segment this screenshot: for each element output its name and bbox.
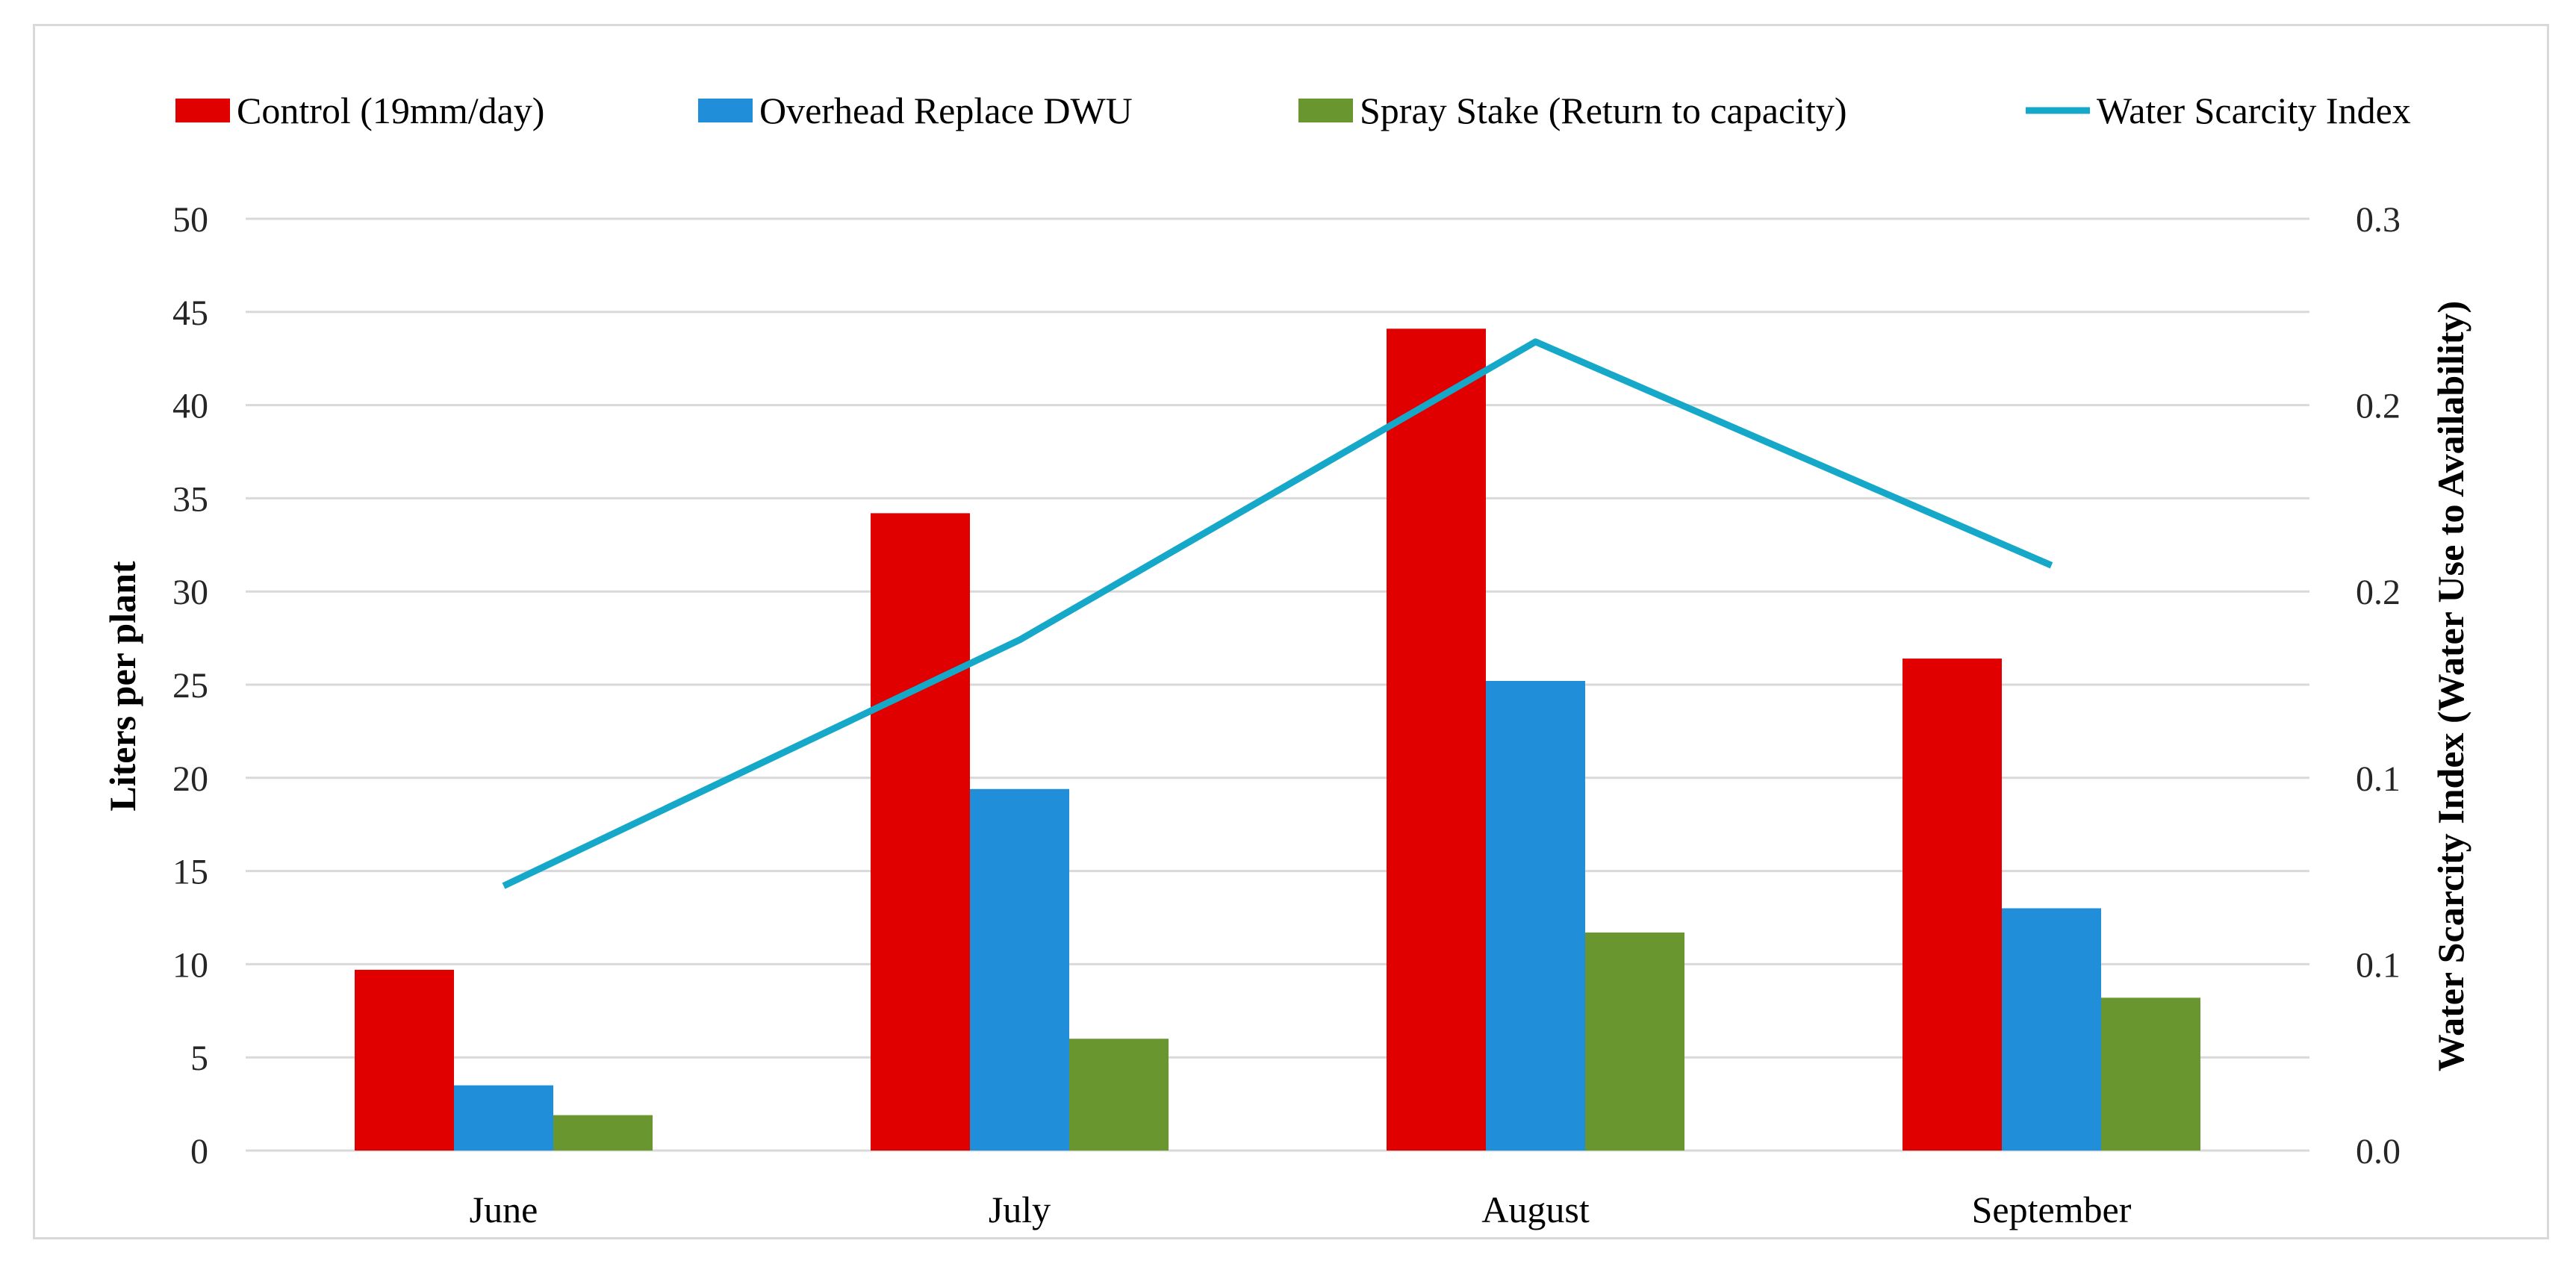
bar-3-july <box>1069 1039 1169 1151</box>
right-tick-label: 0.1 <box>2356 945 2401 985</box>
left-tick-label: 0 <box>190 1132 208 1171</box>
category-label: August <box>1481 1189 1590 1230</box>
bars <box>355 329 2200 1151</box>
bar-1-september <box>1903 659 2002 1151</box>
right-tick-label: 0.0 <box>2356 1132 2401 1171</box>
chart-svg: Control (19mm/day) Overhead Replace DWU Sp… <box>102 90 2471 1230</box>
bar-3-august <box>1585 932 1684 1151</box>
category-label: July <box>989 1189 1051 1230</box>
category-labels: June July August September <box>470 1189 2132 1230</box>
bar-1-august <box>1387 329 1486 1151</box>
legend-swatch <box>175 99 230 122</box>
water-scarcity-line <box>502 338 2053 889</box>
chart-frame: Control (19mm/day) Overhead Replace DWU Sp… <box>33 24 2549 1239</box>
left-tick-label: 35 <box>172 479 208 519</box>
right-tick-label: 0.3 <box>2356 200 2401 240</box>
bar-3-june <box>553 1115 653 1151</box>
category-label: June <box>470 1189 538 1230</box>
bar-2-june <box>454 1085 553 1151</box>
left-tick-label: 20 <box>172 759 208 799</box>
category-label: September <box>1972 1189 2132 1230</box>
bar-2-august <box>1486 681 1585 1151</box>
bar-3-september <box>2101 997 2200 1151</box>
left-tick-label: 50 <box>172 200 208 240</box>
bar-2-september <box>2002 908 2101 1151</box>
left-tick-label: 10 <box>172 945 208 985</box>
left-tick-label: 5 <box>190 1039 208 1078</box>
right-tick-label: 0.2 <box>2356 573 2401 612</box>
legend-swatch <box>698 99 753 122</box>
left-axis-ticks: 0 5 10 15 20 25 30 35 40 45 50 <box>172 200 208 1171</box>
left-tick-label: 40 <box>172 387 208 426</box>
bar-1-july <box>871 513 970 1151</box>
right-axis-ticks: 0.0 0.1 0.1 0.2 0.2 0.3 <box>2356 200 2401 1171</box>
left-tick-label: 15 <box>172 853 208 892</box>
left-tick-label: 45 <box>172 293 208 333</box>
y-axis-title-left: Liters per plant <box>102 561 143 812</box>
bar-2-july <box>970 788 1069 1151</box>
bar-1-june <box>355 969 454 1151</box>
left-tick-label: 25 <box>172 666 208 706</box>
y-axis-title-right: Water Scarcity Index (Water Use to Avail… <box>2430 301 2471 1071</box>
left-tick-label: 30 <box>172 573 208 612</box>
legend-label: Water Scarcity Index <box>2097 90 2411 131</box>
line-layer <box>502 338 2053 889</box>
legend-label: Overhead Replace DWU <box>759 90 1133 131</box>
legend: Control (19mm/day) Overhead Replace DWU Sp… <box>175 90 2411 131</box>
legend-label: Control (19mm/day) <box>237 90 544 131</box>
legend-label: Spray Stake (Return to capacity) <box>1360 90 1847 131</box>
legend-swatch <box>1298 99 1353 122</box>
right-tick-label: 0.2 <box>2356 387 2401 426</box>
right-tick-label: 0.1 <box>2356 759 2401 799</box>
